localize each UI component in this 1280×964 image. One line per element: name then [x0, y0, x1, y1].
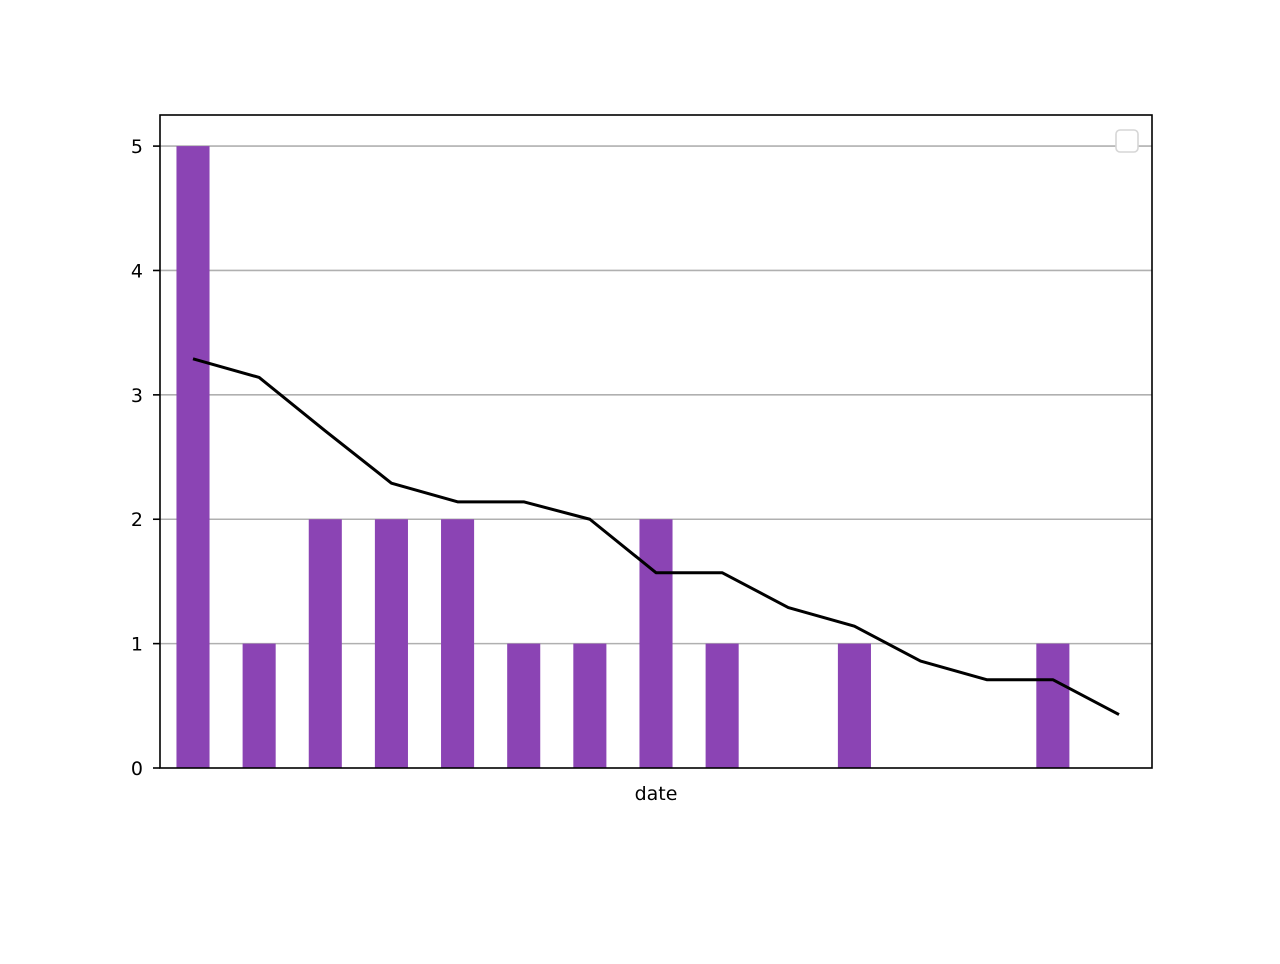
bar-10 — [837, 643, 871, 768]
y-tick-label: 2 — [131, 509, 143, 531]
y-tick-label: 1 — [131, 634, 143, 656]
bar-6 — [573, 643, 607, 768]
legend-box — [1115, 129, 1139, 153]
y-axis: 0 1 2 3 4 5 — [131, 136, 160, 780]
plot-frame — [159, 114, 1153, 769]
y-tick-label: 5 — [131, 136, 143, 158]
line-series — [192, 357, 1120, 716]
bar-4 — [441, 519, 475, 768]
bar-series — [176, 146, 1070, 769]
x-axis-label: date — [635, 783, 678, 805]
bar-5 — [507, 643, 541, 768]
bar-7 — [639, 519, 673, 768]
bar-0 — [176, 146, 210, 769]
y-tick-label: 4 — [131, 260, 143, 282]
trend-line — [192, 357, 1120, 716]
bar-3 — [374, 519, 408, 768]
bar-1 — [242, 643, 276, 768]
bar-2 — [308, 519, 342, 768]
bar-13 — [1036, 643, 1070, 768]
y-tick-label: 0 — [131, 758, 143, 780]
bar-8 — [705, 643, 739, 768]
y-tick-label: 3 — [131, 385, 143, 407]
